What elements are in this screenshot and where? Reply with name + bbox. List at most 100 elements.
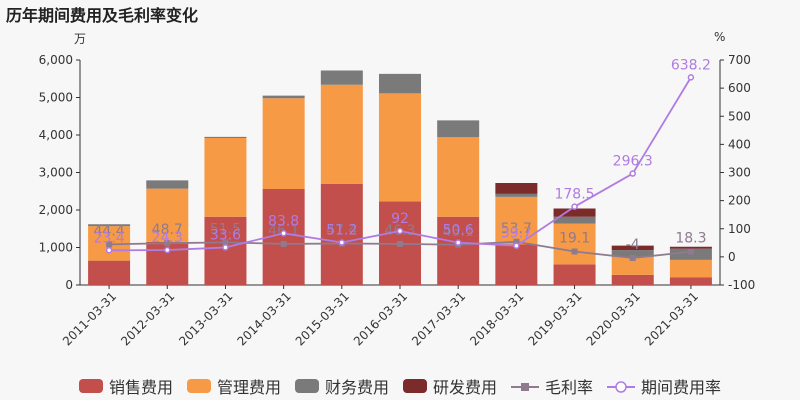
period-rate-label: 24.3	[152, 230, 183, 246]
legend-item-period-rate[interactable]: 期间费用率	[607, 374, 721, 398]
period-rate-label: 51.2	[326, 222, 357, 238]
legend-label-gross-margin: 毛利率	[545, 378, 594, 397]
gross-margin-point	[629, 255, 636, 261]
period-rate-point	[396, 227, 404, 235]
bar-sales	[669, 277, 712, 285]
legend-marker-gross-margin	[511, 379, 540, 393]
legend-item-rd[interactable]: 研发费用	[403, 374, 497, 398]
gross-margin-point	[687, 248, 694, 255]
bar-sales	[88, 260, 131, 285]
period-rate-point	[222, 244, 229, 251]
gross-margin-label: 51.5	[210, 221, 241, 237]
period-rate-label: 92	[391, 211, 409, 227]
right-tick-label: 0	[728, 250, 736, 264]
x-tick-label: 2013-03-31	[176, 289, 235, 348]
period-rate-label: 638.2	[671, 57, 711, 73]
bar-finance	[320, 70, 363, 85]
bar-finance	[437, 120, 480, 138]
period-rate-point	[571, 203, 578, 210]
right-tick-label: 100	[728, 222, 751, 236]
period-rate-point	[454, 239, 462, 246]
gross-margin-point	[571, 248, 578, 255]
bar-rd	[669, 246, 712, 249]
legend-swatch-management	[186, 379, 211, 393]
period-rate-point	[280, 230, 287, 237]
x-tick-label: 2019-03-31	[525, 289, 584, 348]
bar-management	[379, 93, 421, 202]
bar-sales	[437, 216, 480, 285]
right-axis-unit: %	[714, 30, 726, 44]
right-tick-label: 300	[728, 166, 751, 180]
legend-marker-period-rate	[607, 379, 636, 393]
gross-margin-point	[397, 240, 403, 247]
left-tick-label: 2,000	[39, 203, 73, 217]
bar-rd	[611, 245, 654, 251]
bar-sales	[611, 274, 654, 285]
period-rate-point	[687, 74, 695, 81]
period-rate-point	[105, 247, 113, 254]
bar-rd	[495, 183, 538, 194]
period-rate-point	[338, 239, 346, 246]
bar-sales	[204, 216, 247, 285]
bar-management	[553, 223, 596, 265]
x-tick-label: 2020-03-31	[584, 289, 643, 348]
bar-finance	[553, 216, 596, 224]
bar-finance	[88, 224, 131, 227]
right-tick-label: 600	[728, 81, 751, 95]
period-rate-point	[164, 246, 171, 254]
period-rate-label: 33.6	[210, 227, 241, 243]
left-tick-label: 3,000	[39, 166, 73, 180]
period-rate-label: 296.3	[613, 154, 653, 170]
period-rate-label: 50.6	[443, 223, 474, 239]
period-rate-point	[629, 170, 636, 177]
bar-finance	[495, 193, 538, 197]
left-tick-label: 5,000	[39, 91, 73, 105]
right-tick-label: 700	[728, 53, 751, 67]
bar-finance	[611, 250, 654, 257]
bar-management	[204, 138, 247, 217]
x-tick-label: 2015-03-31	[293, 289, 352, 348]
gross-margin-point	[222, 239, 229, 246]
bar-management	[262, 98, 305, 189]
legend-label-sales: 销售费用	[108, 378, 173, 397]
gross-margin-point	[164, 240, 171, 247]
legend-swatch-sales	[78, 379, 103, 393]
period-rate-label: 83.8	[268, 213, 299, 229]
gross-margin-label: 47.4	[326, 223, 357, 239]
gross-margin-label: 53.7	[501, 221, 532, 237]
x-tick-label: 2016-03-31	[351, 289, 410, 348]
bar-rd	[553, 208, 596, 217]
bar-management	[146, 188, 189, 242]
legend-item-management[interactable]: 管理费用	[186, 374, 281, 398]
bar-sales	[553, 264, 596, 285]
gross-margin-label: 44.4	[94, 223, 125, 239]
period-rate-label: 39.7	[501, 226, 532, 242]
legend-item-finance[interactable]: 财务费用	[294, 374, 389, 398]
legend-label-management: 管理费用	[216, 378, 281, 397]
left-axis-unit: 万	[74, 32, 87, 46]
legend-label-finance: 财务费用	[324, 378, 389, 397]
period-rate-label: 23.4	[94, 230, 125, 246]
legend-item-gross-margin[interactable]: 毛利率	[511, 374, 593, 398]
bar-finance	[204, 136, 247, 138]
gross-margin-label: 43.1	[443, 224, 474, 240]
x-tick-label: 2021-03-31	[642, 289, 701, 348]
gross-margin-label: 19.1	[559, 231, 590, 247]
x-tick-label: 2014-03-31	[235, 289, 294, 348]
bar-finance	[262, 95, 305, 99]
chart-title: 历年期间费用及毛利率变化	[6, 6, 199, 25]
legend-swatch-finance	[294, 379, 319, 393]
bar-management	[320, 84, 363, 184]
left-tick-label: 1,000	[39, 241, 73, 255]
x-tick-label: 2011-03-31	[60, 289, 119, 348]
gross-margin-point	[280, 240, 287, 247]
bar-management	[669, 259, 712, 278]
gross-margin-label: 48.7	[152, 222, 183, 238]
x-tick-label: 2018-03-31	[467, 289, 526, 348]
bar-sales	[495, 244, 538, 285]
left-tick-label: 0	[65, 278, 73, 292]
right-tick-label: 500	[728, 109, 751, 123]
right-tick-label: -100	[728, 278, 755, 292]
x-tick-label: 2017-03-31	[409, 289, 468, 348]
legend-item-sales[interactable]: 销售费用	[78, 374, 173, 398]
